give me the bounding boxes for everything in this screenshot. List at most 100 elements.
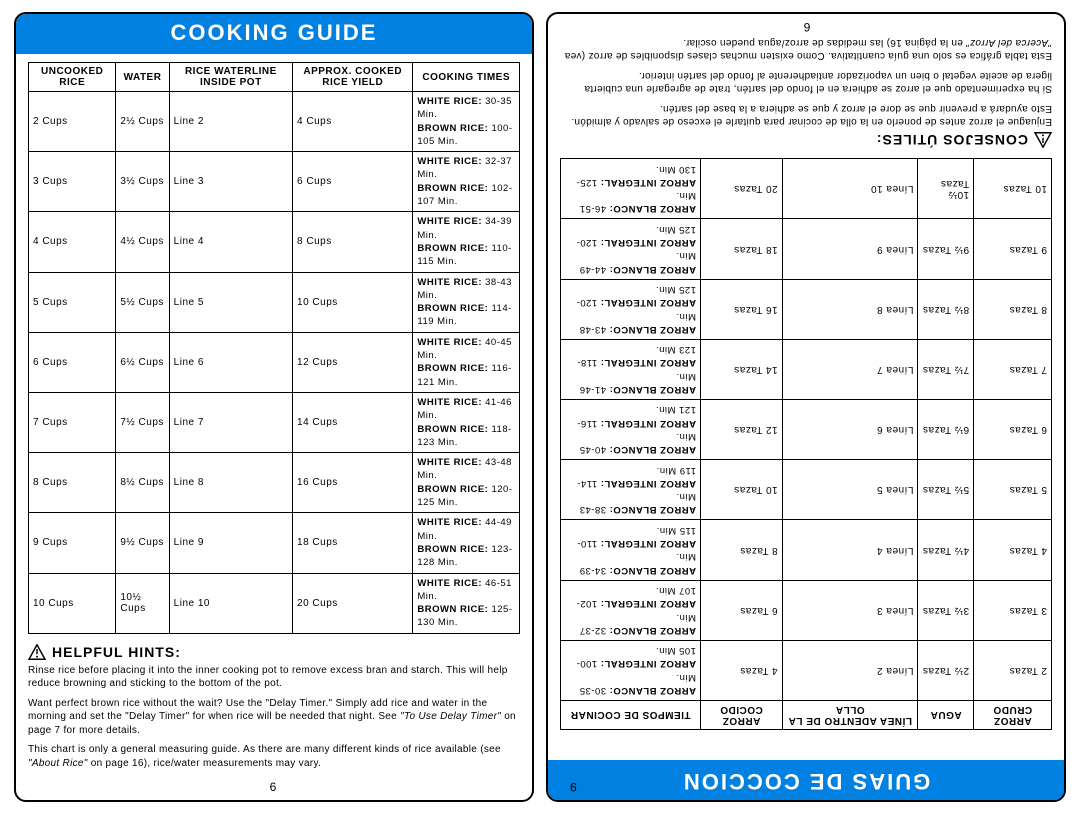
- page-number-es: 6: [802, 20, 811, 34]
- table-row: 10 Cups10½ CupsLine 1020 CupsWHITE RICE:…: [29, 573, 520, 633]
- cell-line: Line 3: [169, 152, 292, 212]
- cell-water: 9½ Tazas: [918, 219, 974, 279]
- th-uncooked: UNCOOKED RICE: [29, 63, 116, 92]
- cell-line: Línea 7: [782, 339, 918, 399]
- th-times-es: TIEMPOS DE COCINAR: [561, 701, 701, 730]
- cell-line: Line 7: [169, 392, 292, 452]
- table-row: 3 Tazas3½ TazasLínea 36 TazasARROZ BLANC…: [561, 580, 1052, 640]
- table-row: 6 Tazas6½ TazasLínea 612 TazasARROZ BLAN…: [561, 400, 1052, 460]
- hint-p1-en: Rinse rice before placing it into the in…: [28, 664, 520, 691]
- cell-cooking-times: WHITE RICE: 40-45 Min.BROWN RICE: 116-12…: [413, 332, 520, 392]
- cell-water: 2½ Cups: [116, 92, 169, 152]
- warning-icon: [28, 644, 46, 660]
- cell-line: Línea 4: [782, 520, 918, 580]
- table-row: 7 Cups7½ CupsLine 714 CupsWHITE RICE: 41…: [29, 392, 520, 452]
- cell-uncooked: 8 Cups: [29, 453, 116, 513]
- title-english: COOKING GUIDE: [16, 14, 532, 54]
- hints-heading-es: CONSEJOS ÚTILES:: [560, 132, 1052, 148]
- th-waterline: RICE WATERLINE INSIDE POT: [169, 63, 292, 92]
- cell-water: 7½ Cups: [116, 392, 169, 452]
- table-row: 3 Cups3½ CupsLine 36 CupsWHITE RICE: 32-…: [29, 152, 520, 212]
- cell-water: 5½ Tazas: [918, 460, 974, 520]
- th-waterline-es: LÍNEA ADENTRO DE LA OLLA: [782, 701, 918, 730]
- cell-line: Line 9: [169, 513, 292, 573]
- cell-cooking-times: WHITE RICE: 41-46 Min.BROWN RICE: 118-12…: [413, 392, 520, 452]
- cell-yield: 4 Cups: [293, 92, 413, 152]
- cell-yield: 18 Tazas: [700, 219, 782, 279]
- cell-water: 10½ Cups: [116, 573, 169, 633]
- page-english: COOKING GUIDE UNCOOKED RICE WATER RICE W…: [14, 12, 534, 802]
- cell-cooking-times: ARROZ BLANCO: 40-45 Min.ARROZ INTEGRAL: …: [561, 400, 701, 460]
- cell-cooking-times: ARROZ BLANCO: 38-43 Min.ARROZ INTEGRAL: …: [561, 460, 701, 520]
- cell-cooking-times: ARROZ BLANCO: 30-35 Min.ARROZ INTEGRAL: …: [561, 640, 701, 700]
- cell-yield: 14 Cups: [293, 392, 413, 452]
- hint-p2-en: Want perfect brown rice without the wait…: [28, 697, 520, 738]
- hint-p3a-en: This chart is only a general measuring g…: [28, 744, 501, 755]
- hint-p3b-es: en la página 16) las medidas de arroz/ag…: [683, 37, 966, 48]
- cell-uncooked: 3 Cups: [29, 152, 116, 212]
- cell-water: 6½ Tazas: [918, 400, 974, 460]
- cell-uncooked: 4 Tazas: [974, 520, 1052, 580]
- cell-cooking-times: WHITE RICE: 30-35 Min.BROWN RICE: 100-10…: [413, 92, 520, 152]
- cell-water: 10½ Tazas: [918, 159, 974, 219]
- cell-water: 2½ Tazas: [918, 640, 974, 700]
- cell-water: 8½ Cups: [116, 453, 169, 513]
- hint-p3b-en: on page 16), rice/water measurements may…: [88, 758, 321, 769]
- hint-p3i-es: "Acerca del Arroz": [966, 37, 1052, 48]
- cell-line: Línea 3: [782, 580, 918, 640]
- cell-cooking-times: WHITE RICE: 43-48 Min.BROWN RICE: 120-12…: [413, 453, 520, 513]
- cell-water: 9½ Cups: [116, 513, 169, 573]
- th-water-es: AGUA: [918, 701, 974, 730]
- cell-line: Line 2: [169, 92, 292, 152]
- cell-yield: 20 Cups: [293, 573, 413, 633]
- hints-label-es: CONSEJOS ÚTILES:: [876, 132, 1028, 148]
- cell-cooking-times: ARROZ BLANCO: 32-37 Min.ARROZ INTEGRAL: …: [561, 580, 701, 640]
- page-number-en: 6: [270, 780, 279, 794]
- cell-yield: 6 Tazas: [700, 580, 782, 640]
- cell-line: Line 5: [169, 272, 292, 332]
- table-row: 6 Cups6½ CupsLine 612 CupsWHITE RICE: 40…: [29, 332, 520, 392]
- cell-yield: 12 Cups: [293, 332, 413, 392]
- th-times: COOKING TIMES: [413, 63, 520, 92]
- cell-water: 4½ Tazas: [918, 520, 974, 580]
- table-row: 4 Tazas4½ TazasLínea 48 TazasARROZ BLANC…: [561, 520, 1052, 580]
- cell-cooking-times: WHITE RICE: 46-51 Min.BROWN RICE: 125-13…: [413, 573, 520, 633]
- cell-uncooked: 6 Cups: [29, 332, 116, 392]
- cell-cooking-times: WHITE RICE: 44-49 Min.BROWN RICE: 123-12…: [413, 513, 520, 573]
- cell-uncooked: 10 Tazas: [974, 159, 1052, 219]
- cell-line: Línea 8: [782, 279, 918, 339]
- cell-line: Línea 6: [782, 400, 918, 460]
- hint-p3a-es: Esta tabla gráfica es solo una guía cuan…: [564, 50, 1052, 61]
- hint-p2-es: Si ha experimentado que el arroz se adhi…: [560, 68, 1052, 95]
- cell-yield: 16 Cups: [293, 453, 413, 513]
- hint-p1-es: Enjuague el arroz antes de ponerlo en la…: [560, 101, 1052, 128]
- cell-uncooked: 4 Cups: [29, 212, 116, 272]
- cell-line: Line 6: [169, 332, 292, 392]
- cell-water: 5½ Cups: [116, 272, 169, 332]
- cell-uncooked: 5 Tazas: [974, 460, 1052, 520]
- cell-uncooked: 7 Cups: [29, 392, 116, 452]
- th-yield-es: ARROZ COCIDO: [700, 701, 782, 730]
- cell-cooking-times: WHITE RICE: 34-39 Min.BROWN RICE: 110-11…: [413, 212, 520, 272]
- cell-cooking-times: WHITE RICE: 38-43 Min.BROWN RICE: 114-11…: [413, 272, 520, 332]
- hints-heading-en: HELPFUL HINTS:: [28, 644, 520, 660]
- hint-p3-es: Esta tabla gráfica es solo una guía cuan…: [560, 35, 1052, 62]
- cooking-guide-table-en: UNCOOKED RICE WATER RICE WATERLINE INSID…: [28, 62, 520, 634]
- hints-label-en: HELPFUL HINTS:: [52, 644, 181, 660]
- cell-water: 6½ Cups: [116, 332, 169, 392]
- top-page-number-es: 9: [568, 780, 577, 794]
- table-row: 4 Cups4½ CupsLine 48 CupsWHITE RICE: 34-…: [29, 212, 520, 272]
- cell-uncooked: 6 Tazas: [974, 400, 1052, 460]
- cell-line: Line 4: [169, 212, 292, 272]
- th-water: WATER: [116, 63, 169, 92]
- cell-uncooked: 9 Tazas: [974, 219, 1052, 279]
- cell-line: Line 8: [169, 453, 292, 513]
- table-row: 10 Tazas10½ TazasLínea 1020 TazasARROZ B…: [561, 159, 1052, 219]
- cell-uncooked: 3 Tazas: [974, 580, 1052, 640]
- content-spanish: ARROZ CRUDO AGUA LÍNEA ADENTRO DE LA OLL…: [548, 25, 1064, 760]
- cell-yield: 10 Cups: [293, 272, 413, 332]
- cell-uncooked: 2 Tazas: [974, 640, 1052, 700]
- content-english: UNCOOKED RICE WATER RICE WATERLINE INSID…: [16, 54, 532, 780]
- table-row: 9 Cups9½ CupsLine 918 CupsWHITE RICE: 44…: [29, 513, 520, 573]
- cell-cooking-times: ARROZ BLANCO: 43-48 Min.ARROZ INTEGRAL: …: [561, 279, 701, 339]
